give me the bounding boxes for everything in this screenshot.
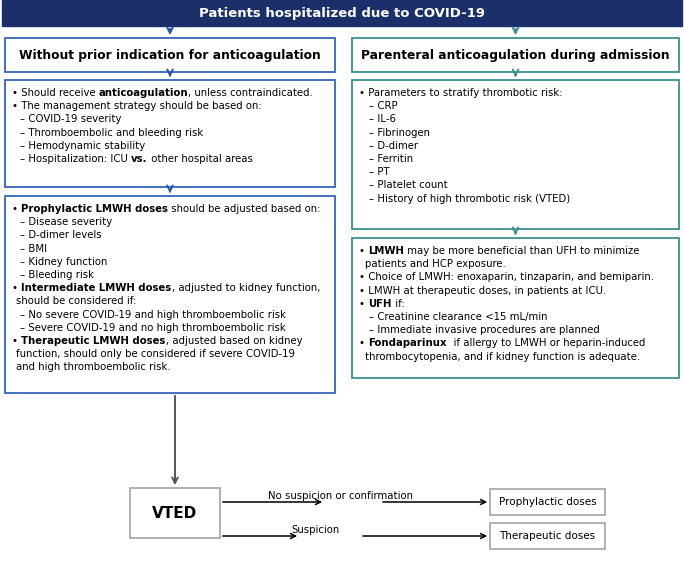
Text: if allergy to LMWH or heparin-induced: if allergy to LMWH or heparin-induced — [447, 339, 645, 348]
Text: Suspicion: Suspicion — [291, 525, 339, 535]
Text: – Immediate invasive procedures are planned: – Immediate invasive procedures are plan… — [369, 325, 600, 335]
Text: – Thromboembolic and bleeding risk: – Thromboembolic and bleeding risk — [20, 127, 203, 138]
Bar — [352, 238, 679, 378]
Text: and high thromboembolic risk.: and high thromboembolic risk. — [16, 363, 170, 372]
Bar — [2, 0, 682, 26]
Text: should be considered if:: should be considered if: — [16, 296, 136, 307]
Text: •: • — [359, 299, 368, 309]
Text: vs.: vs. — [131, 154, 148, 164]
Text: – Severe COVID-19 and no high thromboembolic risk: – Severe COVID-19 and no high thromboemb… — [20, 323, 286, 333]
Text: • Should receive: • Should receive — [12, 88, 99, 98]
Text: Fondaparinux: Fondaparinux — [368, 339, 447, 348]
Bar — [5, 196, 335, 393]
Text: – Disease severity: – Disease severity — [20, 217, 112, 227]
Text: • LMWH at therapeutic doses, in patients at ICU.: • LMWH at therapeutic doses, in patients… — [359, 286, 606, 296]
Text: – Creatinine clearance <15 mL/min: – Creatinine clearance <15 mL/min — [369, 312, 547, 322]
Text: Patients hospitalized due to COVID-19: Patients hospitalized due to COVID-19 — [199, 6, 485, 19]
Text: •: • — [12, 336, 21, 346]
Text: • Choice of LMWH: enoxaparin, tinzaparin, and bemiparin.: • Choice of LMWH: enoxaparin, tinzaparin… — [359, 272, 654, 283]
Bar — [490, 489, 605, 515]
Bar — [352, 80, 679, 229]
Text: – D-dimer: – D-dimer — [369, 141, 418, 151]
Text: may be more beneficial than UFH to minimize: may be more beneficial than UFH to minim… — [404, 246, 640, 256]
Text: Intermediate LMWH doses: Intermediate LMWH doses — [21, 283, 172, 293]
Bar — [130, 488, 220, 538]
Text: – IL-6: – IL-6 — [369, 114, 396, 124]
Text: – History of high thrombotic risk (VTED): – History of high thrombotic risk (VTED) — [369, 194, 570, 204]
Text: – PT: – PT — [369, 167, 390, 177]
Text: •: • — [12, 204, 21, 214]
Text: – Ferritin: – Ferritin — [369, 154, 413, 164]
Text: , adjusted to kidney function,: , adjusted to kidney function, — [172, 283, 320, 293]
Text: • Parameters to stratify thrombotic risk:: • Parameters to stratify thrombotic risk… — [359, 88, 562, 98]
Text: – Bleeding risk: – Bleeding risk — [20, 270, 94, 280]
Text: – D-dimer levels: – D-dimer levels — [20, 231, 102, 240]
Text: UFH: UFH — [368, 299, 392, 309]
Text: – COVID-19 severity: – COVID-19 severity — [20, 114, 122, 124]
Text: – Platelet count: – Platelet count — [369, 180, 448, 190]
Text: if:: if: — [392, 299, 404, 309]
Text: •: • — [12, 283, 21, 293]
Text: Therapeutic LMWH doses: Therapeutic LMWH doses — [21, 336, 166, 346]
Text: should be adjusted based on:: should be adjusted based on: — [168, 204, 321, 214]
Text: – Hemodynamic stability: – Hemodynamic stability — [20, 141, 145, 151]
Text: •: • — [359, 339, 368, 348]
Text: • The management strategy should be based on:: • The management strategy should be base… — [12, 101, 261, 111]
Text: VTED: VTED — [153, 505, 198, 521]
Text: patients and HCP exposure.: patients and HCP exposure. — [365, 259, 505, 269]
Bar — [490, 523, 605, 549]
Text: – Hospitalization: ICU: – Hospitalization: ICU — [20, 154, 131, 164]
Bar — [5, 38, 335, 72]
Text: LMWH: LMWH — [368, 246, 404, 256]
Bar — [352, 38, 679, 72]
Text: – CRP: – CRP — [369, 101, 397, 111]
Text: Without prior indication for anticoagulation: Without prior indication for anticoagula… — [19, 49, 321, 62]
Text: , adjusted based on kidney: , adjusted based on kidney — [166, 336, 302, 346]
Text: Therapeutic doses: Therapeutic doses — [499, 531, 596, 541]
Text: – BMI: – BMI — [20, 244, 47, 254]
Text: anticoagulation: anticoagulation — [99, 88, 189, 98]
Text: – No severe COVID-19 and high thromboembolic risk: – No severe COVID-19 and high thromboemb… — [20, 309, 286, 320]
Text: Parenteral anticoagulation during admission: Parenteral anticoagulation during admiss… — [361, 49, 670, 62]
Bar — [5, 80, 335, 187]
Text: – Fibrinogen: – Fibrinogen — [369, 127, 430, 138]
Text: Prophylactic doses: Prophylactic doses — [499, 497, 596, 507]
Text: thrombocytopenia, and if kidney function is adequate.: thrombocytopenia, and if kidney function… — [365, 352, 640, 361]
Text: function, should only be considered if severe COVID-19: function, should only be considered if s… — [16, 349, 295, 359]
Text: , unless contraindicated.: , unless contraindicated. — [189, 88, 313, 98]
Text: •: • — [359, 246, 368, 256]
Text: other hospital areas: other hospital areas — [148, 154, 252, 164]
Text: – Kidney function: – Kidney function — [20, 257, 107, 267]
Text: Prophylactic LMWH doses: Prophylactic LMWH doses — [21, 204, 168, 214]
Text: No suspicion or confirmation: No suspicion or confirmation — [267, 491, 412, 501]
